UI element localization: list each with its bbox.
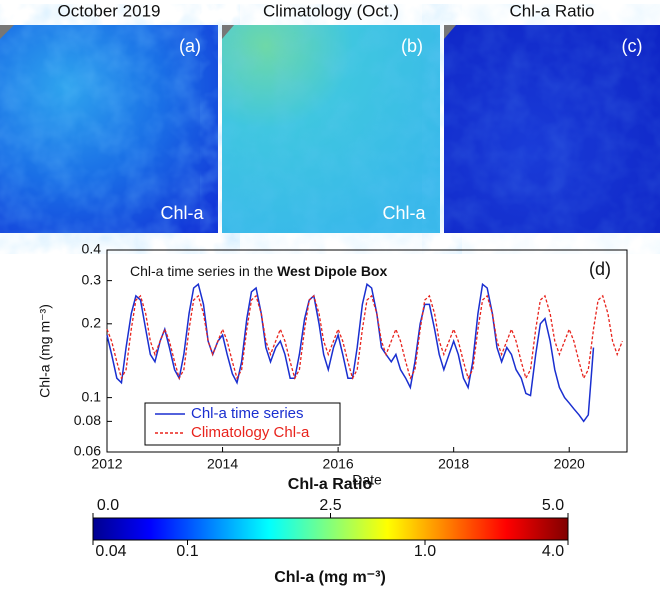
land bbox=[0, 25, 456, 39]
y-tick-label: 0.08 bbox=[74, 412, 101, 428]
chart-title: Chl-a time series in the West Dipole Box bbox=[130, 263, 387, 279]
colorbar-gradient bbox=[92, 517, 569, 541]
map-panels: October 2019 Climatology (Oct.) Chl-a Ra… bbox=[0, 1, 660, 233]
x-axis-label: Date bbox=[352, 472, 382, 488]
map-texture bbox=[222, 25, 440, 233]
x-tick-label: 2016 bbox=[323, 456, 354, 472]
colorbar-top-label: 0.0 bbox=[97, 497, 119, 514]
line-chart: Chl-a time series in the West Dipole Box… bbox=[37, 241, 628, 488]
colorbar-top-label: 5.0 bbox=[542, 497, 564, 514]
panel-title: October 2019 bbox=[57, 1, 160, 20]
colorbar: Chl-a Ratio Chl-a (mg m⁻³) 0.0 2.5 5.0 0.04… bbox=[92, 476, 569, 586]
map-texture bbox=[0, 25, 218, 233]
legend-label: Chl-a time series bbox=[191, 405, 304, 422]
series-line bbox=[106, 294, 623, 380]
panel-tag: (c) bbox=[622, 36, 643, 56]
panel-title: Climatology (Oct.) bbox=[263, 1, 399, 20]
title-text: Chl-a time series in the bbox=[130, 263, 273, 279]
colorbar-top-label: 2.5 bbox=[319, 497, 341, 514]
colorbar-bottom-label: 0.04 bbox=[95, 543, 126, 560]
x-tick-label: 2020 bbox=[554, 456, 585, 472]
y-tick-label: 0.3 bbox=[82, 271, 102, 287]
x-tick-label: 2012 bbox=[91, 456, 122, 472]
series-line bbox=[106, 282, 595, 423]
x-tick-label: 2014 bbox=[207, 456, 238, 472]
title-emphasis: West Dipole Box bbox=[277, 263, 387, 279]
y-tick-label: 0.4 bbox=[82, 241, 102, 257]
y-tick-label: 0.1 bbox=[82, 388, 102, 404]
colorbar-bottom-label: 0.1 bbox=[176, 543, 198, 560]
plot-frame bbox=[106, 249, 628, 453]
y-tick-label: 0.06 bbox=[74, 443, 101, 459]
colorbar-title: Chl-a Ratio bbox=[288, 476, 373, 493]
panel-title: Chl-a Ratio bbox=[509, 1, 594, 20]
colorbar-bottom-label: 4.0 bbox=[542, 543, 564, 560]
panel-tag: (b) bbox=[401, 36, 423, 56]
map-texture bbox=[444, 25, 660, 233]
panel-tag: (a) bbox=[179, 36, 201, 56]
panel-label: Chl-a bbox=[382, 203, 426, 223]
colorbar-label: Chl-a (mg m⁻³) bbox=[274, 569, 386, 586]
panel-tag: (d) bbox=[589, 259, 611, 279]
y-tick-label: 0.2 bbox=[82, 315, 102, 331]
colorbar-bottom-label: 1.0 bbox=[414, 543, 436, 560]
x-tick-label: 2018 bbox=[438, 456, 469, 472]
panel-label: Chl-a bbox=[160, 203, 204, 223]
legend-label: Climatology Chl-a bbox=[191, 424, 310, 441]
y-axis-label: Chl-a (mg m⁻³) bbox=[37, 304, 53, 398]
legend-box bbox=[144, 402, 341, 446]
